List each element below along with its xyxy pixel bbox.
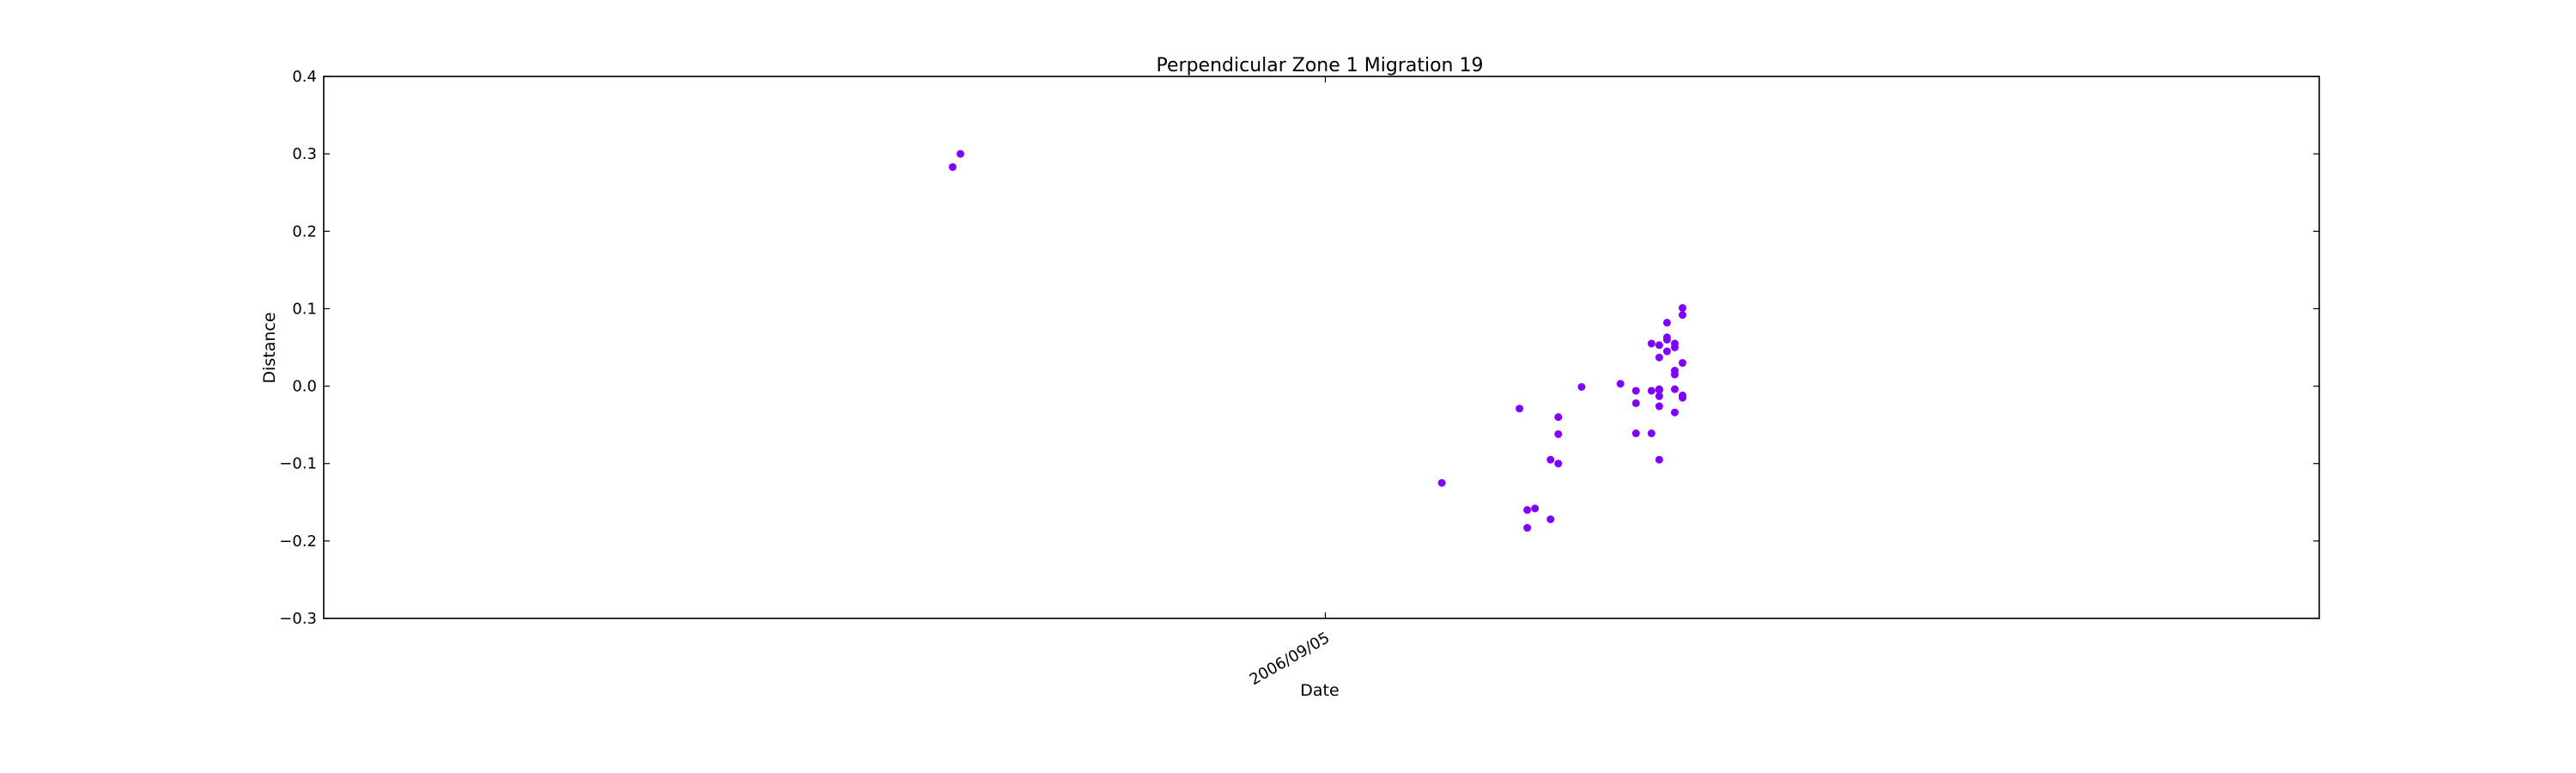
data-point — [1554, 460, 1563, 468]
data-point — [1546, 515, 1555, 524]
x-tick-label: 2006/09/05 — [1247, 629, 1333, 689]
y-axis-label: Distance — [260, 312, 279, 383]
data-point — [1655, 455, 1663, 464]
axis-ticks — [324, 76, 2319, 619]
data-point — [957, 149, 965, 158]
data-point — [1546, 455, 1555, 464]
data-point — [1670, 408, 1679, 417]
data-point — [1678, 393, 1686, 402]
data-point — [1554, 413, 1563, 422]
data-point — [1631, 429, 1640, 438]
data-point — [1516, 405, 1524, 413]
data-point — [1647, 429, 1656, 438]
data-point — [1678, 311, 1686, 320]
y-tick-label: 0.4 — [292, 68, 317, 86]
data-point — [1662, 347, 1671, 356]
y-tick-label: 0.0 — [292, 378, 317, 396]
data-point — [1616, 380, 1625, 388]
x-axis-tick-labels: 2006/09/05 — [1247, 629, 1333, 689]
data-point — [1554, 429, 1563, 438]
data-point — [1655, 386, 1663, 394]
data-point — [1647, 339, 1656, 348]
y-tick-label: −0.2 — [279, 533, 317, 551]
data-point — [1670, 385, 1679, 393]
data-point — [1523, 524, 1532, 533]
data-point — [1577, 382, 1586, 391]
data-point — [1523, 506, 1532, 514]
data-point — [1531, 504, 1540, 513]
data-point — [1670, 370, 1679, 379]
x-axis-label: Date — [1300, 681, 1339, 700]
data-points — [948, 149, 1686, 533]
data-point — [1655, 353, 1663, 362]
y-tick-label: 0.3 — [292, 145, 317, 163]
data-point — [1662, 333, 1671, 342]
data-point — [1678, 304, 1686, 313]
y-tick-label: −0.3 — [279, 610, 317, 628]
plot-frame — [323, 76, 2320, 619]
data-point — [1631, 399, 1640, 407]
y-tick-label: 0.1 — [292, 300, 317, 318]
y-axis-tick-labels: −0.3 −0.2 −0.1 0.0 0.1 0.2 0.3 0.4 — [279, 68, 317, 628]
data-point — [1670, 344, 1679, 351]
y-tick-label: −0.1 — [279, 455, 317, 473]
data-point — [1678, 359, 1686, 368]
data-point — [948, 162, 957, 171]
data-point — [1655, 392, 1663, 400]
data-point — [1631, 386, 1640, 395]
data-point — [1655, 341, 1663, 350]
data-point — [1437, 478, 1446, 487]
y-tick-label: 0.2 — [292, 222, 317, 240]
data-point — [1655, 402, 1663, 411]
data-point — [1647, 386, 1656, 395]
data-point — [1662, 319, 1671, 327]
chart-title: Perpendicular Zone 1 Migration 19 — [1157, 55, 1484, 76]
